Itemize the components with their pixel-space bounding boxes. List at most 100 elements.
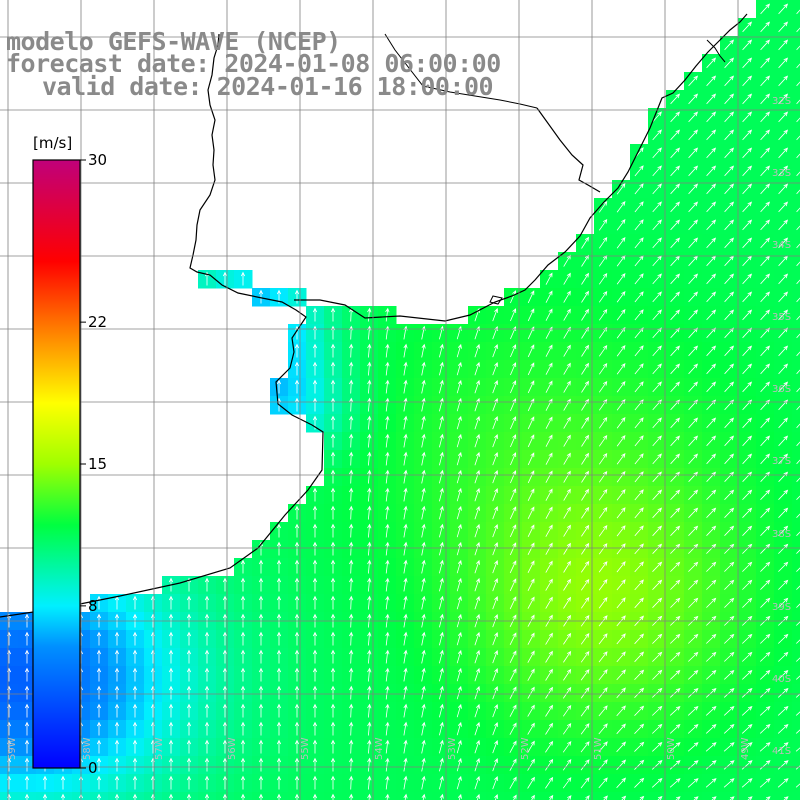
wind-arrow [474,667,480,682]
wind-arrow [724,219,735,231]
wind-arrow [222,703,228,718]
wind-arrow [705,778,717,788]
wind-arrow [545,740,554,753]
wind-arrow [795,711,800,716]
wind-cell [792,414,800,433]
wind-arrow [598,543,608,555]
wind-arrow [545,668,553,681]
wind-arrow [598,308,608,321]
wind-arrow [421,595,426,610]
wind-arrow [492,452,499,466]
wind-arrow [724,165,735,177]
longitude-label: 58W [82,737,93,760]
wind-arrow [634,237,644,249]
wind-arrow [439,703,444,718]
wind-arrow [222,271,228,286]
wind-arrow [403,577,408,592]
wind-arrow [276,667,282,682]
wind-arrow [330,559,336,574]
wind-arrow [439,487,444,502]
wind-arrow [527,308,535,322]
wind-arrow [670,201,681,213]
latitude-label: 35S [772,312,791,323]
wind-arrow [724,93,735,105]
wind-cell [792,288,800,307]
wind-cell [792,162,800,181]
wind-arrow [545,776,554,789]
wind-arrow [742,525,753,536]
wind-arrow [563,596,572,609]
wind-arrow [545,416,553,429]
wind-arrow [330,649,336,664]
wind-arrow [796,351,800,357]
wind-arrow [492,686,499,700]
wind-arrow [168,775,174,790]
wind-arrow [349,703,354,718]
wind-cell [666,792,685,800]
wind-arrow [385,451,390,466]
wind-arrow [723,687,735,698]
wind-arrow [724,507,735,518]
wind-arrow [421,631,426,646]
wind-arrow [204,721,210,736]
wind-arrow [240,631,246,646]
wind-arrow [527,452,535,466]
wind-arrow [168,703,174,718]
wind-arrow [688,525,699,536]
wind-arrow [403,739,408,754]
wind-arrow [456,757,462,772]
wind-arrow [796,567,800,572]
wind-cell [792,666,800,685]
latitude-label: 34S [772,240,791,251]
wind-arrow [545,434,553,447]
wind-arrow [562,777,572,789]
wind-arrow [330,343,336,358]
wind-arrow [706,309,717,321]
wind-arrow [312,559,318,574]
wind-arrow [760,651,771,662]
wind-arrow [760,39,771,51]
wind-arrow [330,307,336,322]
wind-arrow [509,542,517,556]
wind-arrow [168,595,174,610]
wind-arrow [742,417,753,429]
wind-cell [558,792,577,800]
wind-arrow [492,344,499,358]
wind-arrow [778,93,789,105]
wind-arrow [652,219,662,231]
wind-arrow [796,9,800,15]
wind-arrow [439,343,444,358]
wind-arrow [509,506,517,520]
wind-arrow [706,111,717,123]
wind-arrow [778,633,789,644]
latitude-labels: 32S 33S 34S 35S 36S 37S 38S 39S 40S 41S [772,96,791,757]
wind-arrow [670,273,681,285]
wind-arrow [186,775,192,790]
wind-arrow [760,219,771,231]
wind-arrow [742,381,753,393]
wind-arrow [439,631,444,646]
wind-arrow [760,183,771,195]
wind-arrow [222,793,228,800]
wind-arrow [294,343,300,358]
wind-arrow [598,597,608,609]
coastline [0,13,748,618]
wind-arrow [634,273,644,285]
wind-arrow [796,171,800,177]
wind-arrow [796,387,800,393]
wind-arrow [114,631,120,646]
wind-arrow [545,650,553,663]
wind-arrow [439,397,444,412]
wind-arrow [652,579,663,590]
wind-arrow [474,649,480,664]
wind-arrow [742,93,753,105]
wind-arrow [330,505,336,520]
wind-arrow [634,633,645,645]
wind-arrow [669,723,681,734]
wind-arrow [456,595,462,610]
wind-arrow [777,705,789,716]
wind-arrow [760,597,771,608]
wind-arrow [724,345,735,357]
wind-arrow [439,649,444,664]
wind-arrow [598,579,608,591]
